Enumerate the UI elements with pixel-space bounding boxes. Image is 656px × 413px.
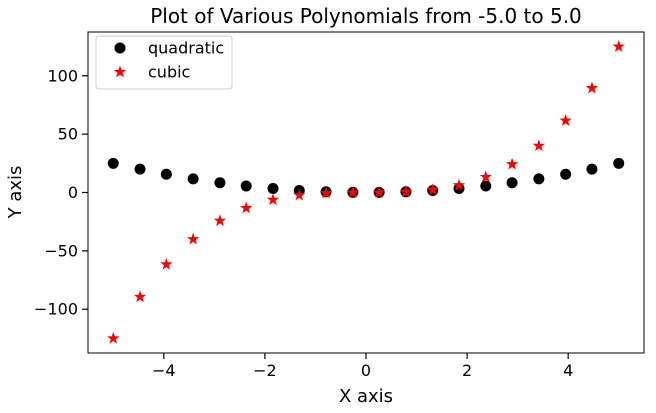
cubic-point (426, 183, 439, 196)
quadratic-point (240, 180, 252, 192)
legend-marker-quadratic (114, 42, 126, 54)
series-quadratic (107, 157, 625, 198)
cubic-point (532, 139, 546, 152)
y-tick-label: 50 (58, 125, 78, 144)
x-tick-label: 2 (462, 361, 472, 380)
legend-marker-cubic (113, 65, 127, 78)
series-cubic (107, 40, 625, 344)
y-tick-label: 100 (47, 66, 78, 85)
quadratic-point (533, 173, 545, 185)
cubic-point (107, 331, 120, 344)
y-tick-label: 0 (68, 183, 78, 202)
cubic-point (266, 193, 280, 205)
x-axis-label: X axis (339, 386, 393, 407)
x-tick-label: 4 (563, 361, 573, 380)
cubic-point (133, 290, 147, 303)
quadratic-point (107, 157, 119, 169)
cubic-point (160, 257, 173, 270)
cubic-point (293, 188, 306, 201)
cubic-point (612, 40, 625, 52)
cubic-point (505, 157, 519, 170)
quadratic-point (506, 177, 518, 189)
cubic-point (585, 81, 599, 94)
y-tick-label: −100 (34, 300, 78, 319)
cubic-point (372, 186, 386, 198)
x-axis: −4 −2 0 2 4 (152, 353, 573, 380)
legend-label-cubic: cubic (148, 63, 190, 82)
cubic-point (479, 170, 492, 183)
cubic-point (399, 185, 413, 198)
quadratic-point (586, 163, 598, 175)
quadratic-point (214, 177, 226, 189)
x-tick-label: −4 (152, 361, 176, 380)
legend: quadratic cubic (95, 35, 233, 90)
y-tick-label: −50 (44, 241, 78, 260)
quadratic-point (187, 173, 199, 185)
cubic-point (346, 186, 360, 198)
cubic-point (186, 232, 200, 245)
quadratic-point (134, 163, 146, 175)
quadratic-point (560, 168, 572, 180)
cubic-point (559, 114, 572, 126)
cubic-point (213, 214, 227, 227)
cubic-point (319, 186, 333, 199)
cubic-point (452, 178, 466, 191)
legend-box (95, 35, 233, 90)
quadratic-point (480, 180, 492, 192)
quadratic-point (160, 168, 172, 180)
chart-title: Plot of Various Polynomials from -5.0 to… (150, 4, 582, 28)
y-axis-label: Y axis (5, 166, 26, 220)
cubic-point (240, 201, 253, 214)
y-axis: −100 −50 0 50 100 (34, 66, 88, 319)
x-tick-label: 0 (361, 361, 371, 380)
quadratic-point (613, 157, 625, 169)
quadratic-point (267, 183, 279, 195)
legend-label-quadratic: quadratic (148, 39, 224, 58)
x-tick-label: −2 (253, 361, 277, 380)
plot-area (107, 40, 625, 344)
